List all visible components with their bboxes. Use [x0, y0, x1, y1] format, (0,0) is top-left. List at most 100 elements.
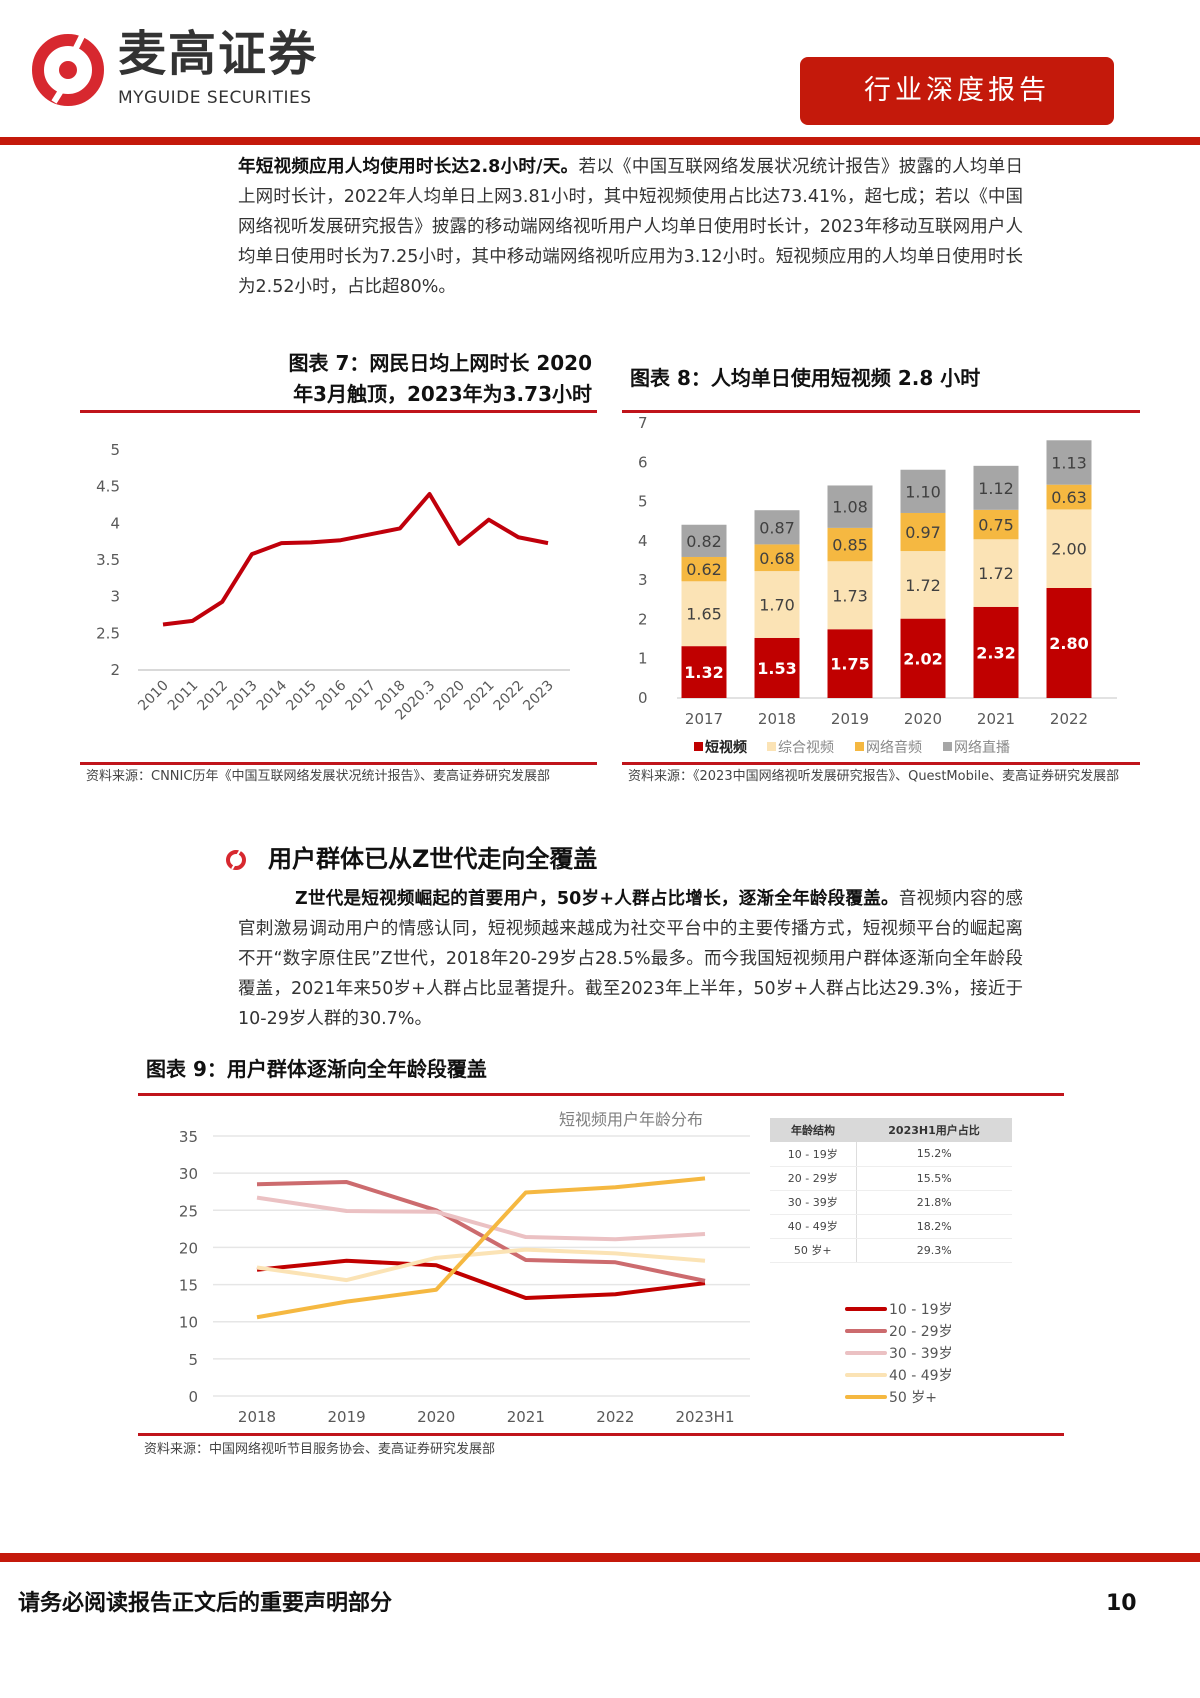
bar-segment-综合视频: [754, 571, 800, 638]
bar-segment-综合视频: [827, 561, 873, 630]
y-tick-label: 35: [179, 1128, 198, 1146]
figure-7-title-line-2: 年3月触顶，2023年为3.73小时: [293, 382, 592, 406]
body-paragraph-1: 年短视频应用人均使用时长达2.8小时/天。若以《中国互联网络发展状况统计报告》披…: [238, 152, 1023, 302]
legend-swatch: [855, 742, 864, 751]
data-label: 1.08: [832, 498, 868, 517]
logo-chinese-name: 麦高证券: [118, 26, 319, 82]
bar-segment-网络音频: [754, 544, 800, 572]
legend-line-swatch: [845, 1351, 887, 1355]
data-label: 1.13: [1051, 453, 1087, 472]
bar-segment-综合视频: [681, 581, 727, 647]
logo-mark-icon: [32, 34, 104, 106]
x-tick-label: 2018: [758, 710, 796, 728]
y-tick-label: 3: [110, 588, 120, 606]
bar-segment-网络直播: [1046, 440, 1092, 485]
x-tick-label: 2019: [328, 1408, 366, 1426]
bar-segment-网络直播: [973, 465, 1019, 510]
legend-line-swatch: [845, 1329, 887, 1333]
y-tick-label: 5: [110, 441, 120, 459]
bar-segment-网络音频: [1046, 484, 1092, 510]
data-label: 2.32: [976, 643, 1015, 662]
series-line-20 - 29岁: [256, 1180, 706, 1283]
data-label: 0.82: [686, 532, 722, 551]
age-group-cell: 20 - 29岁: [770, 1166, 857, 1191]
bar-segment-短视频: [1046, 588, 1092, 698]
x-tick-label: 2023: [520, 678, 557, 715]
table-row: 30 - 39岁 21.8%: [770, 1190, 1012, 1215]
figure-7-top-rule: [80, 410, 597, 413]
legend-swatch: [943, 742, 952, 751]
legend-item: 20 - 29岁: [845, 1320, 953, 1342]
figure-9-bottom-rule: [138, 1433, 1064, 1436]
paragraph-lead: 年短视频应用人均使用时长达2.8小时/天。: [238, 157, 579, 177]
y-tick-label: 30: [179, 1165, 198, 1183]
data-label: 2.02: [903, 649, 942, 668]
data-label: 0.62: [686, 560, 722, 579]
legend-item: 50 岁+: [845, 1386, 953, 1408]
chart-title: 短视频用户年龄分布: [559, 1110, 703, 1129]
x-tick-label: 2014: [254, 677, 291, 714]
bar-segment-短视频: [827, 629, 873, 698]
x-tick-label: 2011: [165, 678, 202, 715]
bar-segment-短视频: [681, 646, 727, 698]
x-tick-label: 2021: [507, 1408, 545, 1426]
data-label: 1.10: [905, 482, 941, 501]
data-label: 1.65: [686, 605, 722, 624]
data-label: 1.75: [830, 655, 869, 674]
data-label: 2.80: [1049, 634, 1088, 653]
legend-item: 30 - 39岁: [845, 1342, 953, 1364]
legend-label: 20 - 29岁: [889, 1324, 953, 1340]
bar-segment-短视频: [900, 618, 946, 698]
bar-segment-网络音频: [973, 509, 1019, 540]
y-tick-label: 2.5: [96, 624, 120, 642]
bar-segment-综合视频: [973, 539, 1019, 607]
user-share-cell: 15.5%: [856, 1166, 1012, 1191]
age-group-cell: 50 岁+: [770, 1238, 857, 1263]
data-label: 0.85: [832, 536, 868, 555]
y-tick-label: 3.5: [96, 551, 120, 569]
series-line-10 - 19岁: [256, 1258, 706, 1300]
paragraph-lead: Z世代是短视频崛起的首要用户，50岁+人群占比增长，逐渐全年龄段覆盖。: [295, 889, 899, 909]
bar-segment-网络音频: [900, 512, 946, 552]
x-tick-label: 2020: [431, 678, 468, 715]
age-group-cell: 40 - 49岁: [770, 1214, 857, 1239]
user-share-cell: 29.3%: [856, 1238, 1012, 1263]
legend-item: 10 - 19岁: [845, 1298, 953, 1320]
y-tick-label: 0: [638, 689, 648, 707]
y-tick-label: 3: [638, 571, 648, 589]
y-tick-label: 6: [638, 453, 648, 471]
figure-7-bottom-rule: [80, 762, 597, 765]
y-tick-label: 2: [110, 661, 120, 679]
figure-9-top-rule: [138, 1093, 1064, 1096]
legend-line-swatch: [845, 1307, 887, 1311]
series-line-50 岁+: [256, 1176, 706, 1320]
legend-label: 40 - 49岁: [889, 1368, 953, 1384]
data-label: 1.12: [978, 479, 1014, 498]
footer-disclaimer: 请务必阅读报告正文后的重要声明部分: [18, 1591, 393, 1616]
data-label: 0.87: [759, 518, 795, 537]
legend-swatch: [767, 742, 776, 751]
bar-segment-网络直播: [681, 524, 727, 557]
legend-label: 网络直播: [954, 739, 1010, 756]
data-label: 1.70: [759, 596, 795, 615]
x-tick-label: 2017: [685, 710, 723, 728]
data-label: 1.32: [684, 663, 723, 682]
user-share-cell: 21.8%: [856, 1190, 1012, 1215]
data-label: 0.97: [905, 523, 941, 542]
y-tick-label: 25: [179, 1202, 198, 1220]
y-tick-label: 2: [638, 610, 648, 628]
table-row: 40 - 49岁 18.2%: [770, 1214, 1012, 1239]
table-row: 10 - 19岁 15.2%: [770, 1142, 1012, 1167]
bar-segment-短视频: [973, 606, 1019, 698]
y-tick-label: 4: [638, 532, 648, 550]
logo-english-name: MYGUIDE SECURITIES: [118, 88, 312, 108]
x-tick-label: 2018: [238, 1408, 276, 1426]
legend-line-swatch: [845, 1373, 887, 1377]
paragraph-text: 若以《中国互联网络发展状况统计报告》披露的人均单日上网时长计，2022年人均单日…: [238, 157, 1023, 297]
y-tick-label: 1: [638, 650, 648, 668]
figure-8-stacked-bar-chart: 0 1 2 3 4 5 6 7 1.32 1.65 0.62 0.82 2017 1.53 1.70 0.68…: [638, 414, 1117, 756]
section-heading: 用户群体已从Z世代走向全覆盖: [268, 845, 598, 873]
y-tick-label: 4.5: [96, 478, 120, 496]
x-tick-label: 2021: [461, 678, 498, 715]
x-tick-label: 2016: [313, 677, 350, 714]
